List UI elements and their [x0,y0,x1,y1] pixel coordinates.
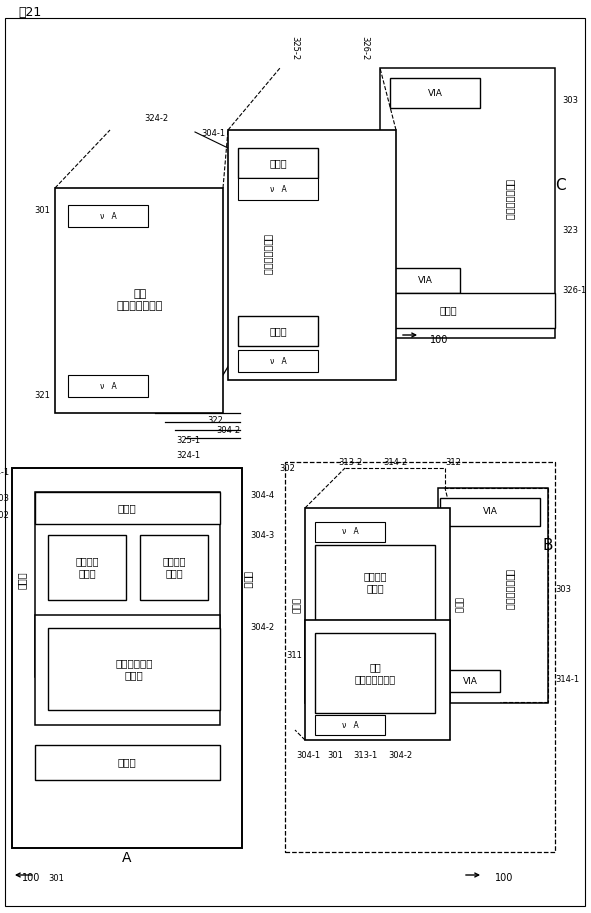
Bar [35,492,220,524]
Text: 301: 301 [327,750,343,760]
Text: デジタル処理部: デジタル処理部 [263,235,273,276]
Text: 出力部: 出力部 [269,326,287,336]
Text: 100: 100 [495,873,514,883]
Text: デジタル
処理部: デジタル 処理部 [363,572,387,593]
Text: 304-2: 304-2 [250,624,274,633]
Text: VIA: VIA [463,677,478,686]
Text: 出力部: 出力部 [439,305,457,315]
Text: 324-1: 324-1 [176,450,200,459]
Bar [390,293,555,328]
Bar [238,148,318,178]
Text: 302: 302 [0,511,9,520]
Text: 321: 321 [34,391,50,400]
Text: VIA: VIA [427,89,443,98]
Text: 304-4: 304-4 [250,490,274,499]
Bar [238,350,318,372]
Text: 304-1: 304-1 [0,467,9,477]
Text: 312: 312 [445,457,461,467]
Bar [228,130,396,380]
Bar [305,620,450,740]
Text: B: B [543,538,553,552]
Text: 314-2: 314-2 [383,457,407,467]
Bar [390,268,460,293]
Text: ν   Α: ν Α [100,382,116,391]
Text: 313-2: 313-2 [338,457,362,467]
Text: A: A [122,851,132,865]
Text: ν   Α: ν Α [269,356,287,365]
Bar [315,633,435,713]
Text: 出力部: 出力部 [269,158,287,168]
Text: 304-2: 304-2 [388,750,412,760]
Bar [315,522,385,542]
Bar [35,745,220,780]
Text: 出力部: 出力部 [243,572,253,589]
Bar [238,316,318,346]
Text: 303: 303 [555,585,571,594]
Text: フレームメモリ: フレームメモリ [505,570,515,611]
Bar [438,488,548,703]
Text: デジタル
処理部: デジタル 処理部 [163,556,186,578]
Text: C: C [555,177,566,193]
Text: 出力部: 出力部 [453,597,463,613]
Bar [440,670,500,692]
Bar [380,68,555,338]
Text: 303: 303 [562,96,578,104]
Text: 326-1: 326-1 [562,286,586,295]
Text: ν   Α: ν Α [269,184,287,194]
Bar [305,508,450,703]
Text: 100: 100 [430,335,449,345]
Bar [12,468,242,848]
Text: 出力部: 出力部 [293,597,301,613]
Bar [35,492,220,677]
Text: 326-2: 326-2 [361,36,369,60]
Text: 311: 311 [286,650,302,659]
Text: ν   Α: ν Α [100,212,116,221]
Text: 325-1: 325-1 [176,436,200,445]
Bar [285,462,555,852]
Text: フレームメモリ: フレームメモリ [505,180,515,221]
Text: VIA: VIA [483,508,498,517]
Bar [140,535,208,600]
Text: VIA: VIA [418,276,433,285]
Bar [238,178,318,200]
Text: 302: 302 [197,405,213,415]
Text: 301: 301 [34,205,50,215]
Text: 100: 100 [22,873,40,883]
Text: フレーム
メモリ: フレーム メモリ [75,556,99,578]
Text: ν   Α: ν Α [342,720,358,729]
Text: 304-2: 304-2 [216,425,240,435]
Text: ν   Α: ν Α [342,528,358,537]
Text: 304-3: 304-3 [250,530,274,540]
Bar [68,205,148,227]
Bar [315,715,385,735]
Text: 出力部: 出力部 [118,503,137,513]
Bar [440,498,540,526]
Text: 322: 322 [207,415,223,425]
Text: 301: 301 [48,874,64,883]
Bar [68,375,148,397]
Bar [35,615,220,725]
Text: 304-1: 304-1 [296,750,320,760]
Text: 計方部: 計方部 [118,757,137,767]
Text: 304-1: 304-1 [201,129,225,138]
Bar [48,628,220,710]
Text: 303: 303 [0,494,9,502]
Bar [390,78,480,108]
Bar [315,545,435,620]
Text: 314-1: 314-1 [555,676,579,685]
Text: 313-1: 313-1 [353,750,377,760]
Text: 325-2: 325-2 [291,36,300,60]
Text: 画素
アナログ処理部: 画素 アナログ処理部 [355,662,395,684]
Text: 324-2: 324-2 [144,113,168,122]
Bar [48,535,126,600]
Text: 囲21: 囲21 [18,5,41,18]
Text: 画素アナログ
処理部: 画素アナログ 処理部 [115,658,152,680]
Text: 323: 323 [562,226,578,235]
Text: 出力部: 出力部 [17,572,27,589]
Text: 302: 302 [279,464,295,473]
Bar [55,188,223,413]
Text: 画素
アナログ処理部: 画素 アナログ処理部 [117,289,163,310]
